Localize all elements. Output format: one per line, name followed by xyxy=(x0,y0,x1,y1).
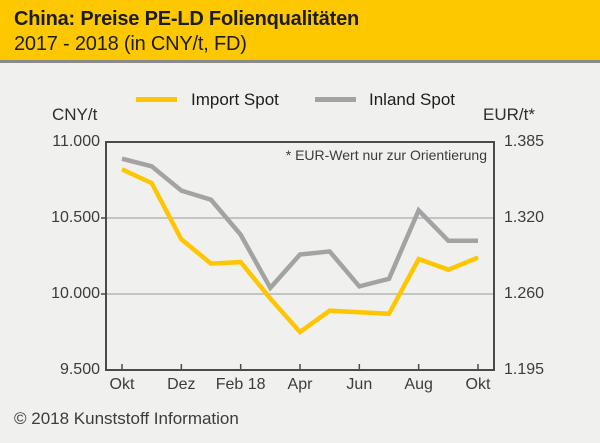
chart-annotation: * EUR-Wert nur zur Orientierung xyxy=(285,147,487,163)
y-axis-right-tick-label: 1.260 xyxy=(504,285,545,302)
x-axis-tick-label: Feb 18 xyxy=(215,376,266,393)
y-axis-left-tick-label: 10.000 xyxy=(51,285,100,302)
plot-border xyxy=(105,141,495,371)
x-axis-tick-label: Jun xyxy=(346,376,373,393)
y-axis-left-tick-label: 9.500 xyxy=(59,361,100,378)
y-axis-right-tick-label: 1.320 xyxy=(504,209,545,226)
legend-swatch-inland-spot xyxy=(315,97,356,102)
legend-label-inland-spot: Inland Spot xyxy=(369,90,456,109)
series-line-import-spot xyxy=(121,167,479,336)
x-axis-tick-label: Apr xyxy=(287,376,313,393)
chart-subtitle: 2017 - 2018 (in CNY/t, FD) xyxy=(14,33,247,55)
y-axis-right-tick-label: 1.385 xyxy=(504,133,545,150)
x-axis-tick-label: Okt xyxy=(109,376,135,393)
header-separator xyxy=(0,60,600,63)
y-axis-left-unit-label: CNY/t xyxy=(52,105,98,124)
y-axis-right-tick-label: 1.195 xyxy=(504,361,545,378)
series-line-inland-spot xyxy=(121,156,478,292)
x-axis-tick-label: Okt xyxy=(465,376,491,393)
legend-label-import-spot: Import Spot xyxy=(191,90,279,109)
legend-swatch-import-spot xyxy=(136,97,177,102)
copyright-text: © 2018 Kunststoff Information xyxy=(14,409,239,428)
y-axis-left-tick-label: 10.500 xyxy=(51,209,100,226)
x-axis-tick-label: Dez xyxy=(167,376,196,393)
header: China: Preise PE-LD Folienqualitäten 201… xyxy=(0,0,600,60)
x-axis-tick-label: Aug xyxy=(404,376,433,393)
y-axis-right-unit-label: EUR/t* xyxy=(483,105,535,124)
chart-title: China: Preise PE-LD Folienqualitäten xyxy=(14,8,360,30)
y-axis-left-tick-label: 11.000 xyxy=(52,133,100,150)
